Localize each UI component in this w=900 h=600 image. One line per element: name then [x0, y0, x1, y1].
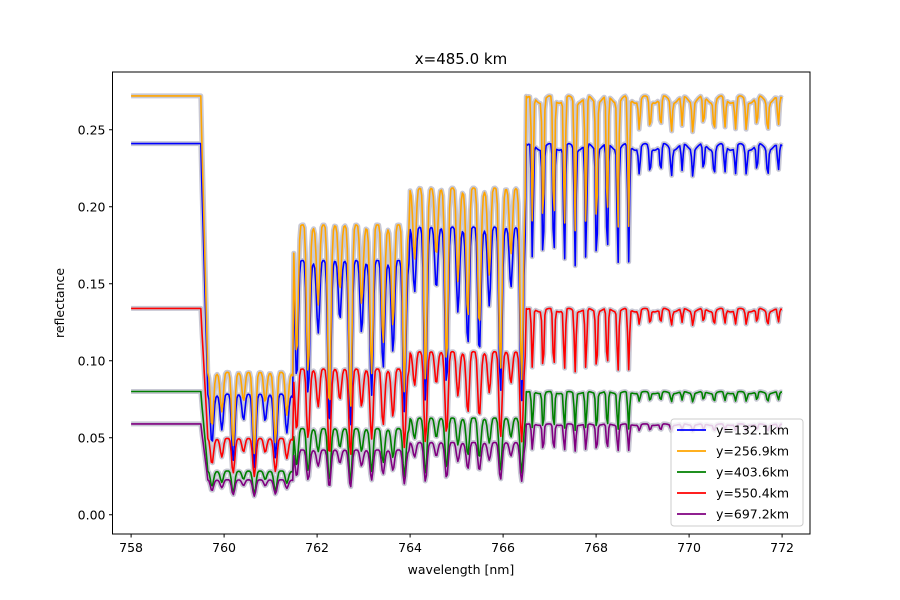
legend-label: y=256.9km [716, 444, 789, 459]
legend-label: y=550.4km [716, 486, 789, 501]
y-axis-ticks: 0.00 0.05 0.10 0.15 0.20 0.25 [78, 122, 113, 522]
legend: y=132.1km y=256.9km y=403.6km y=550.4km y=69… [670, 418, 804, 527]
y-tick-label: 0.10 [78, 353, 106, 368]
legend-label: y=697.2km [716, 507, 789, 522]
x-tick-label: 770 [677, 540, 701, 555]
y-tick-label: 0.05 [78, 430, 106, 445]
series-line [131, 307, 783, 478]
x-tick-label: 760 [212, 540, 236, 555]
y-tick-label: 0.20 [78, 199, 106, 214]
legend-label: y=403.6km [716, 465, 789, 480]
x-tick-label: 768 [584, 540, 608, 555]
chart-title: x=485.0 km [415, 50, 507, 68]
x-axis-ticks: 758 760 762 764 766 768 770 772 [119, 534, 794, 555]
series-line [131, 142, 783, 469]
y-tick-label: 0.15 [78, 276, 106, 291]
x-axis-label: wavelength [nm] [408, 562, 515, 577]
x-tick-label: 762 [305, 540, 329, 555]
series-line [131, 95, 783, 455]
y-tick-label: 0.25 [78, 122, 106, 137]
plot-frame [112, 71, 811, 535]
x-tick-label: 766 [491, 540, 515, 555]
x-tick-label: 772 [770, 540, 794, 555]
x-tick-label: 764 [398, 540, 422, 555]
y-tick-label: 0.00 [78, 507, 106, 522]
legend-box [670, 418, 804, 527]
legend-label: y=132.1km [716, 423, 789, 438]
x-tick-label: 758 [119, 540, 143, 555]
series-line [131, 390, 783, 496]
y-axis-label: reflectance [52, 268, 67, 338]
